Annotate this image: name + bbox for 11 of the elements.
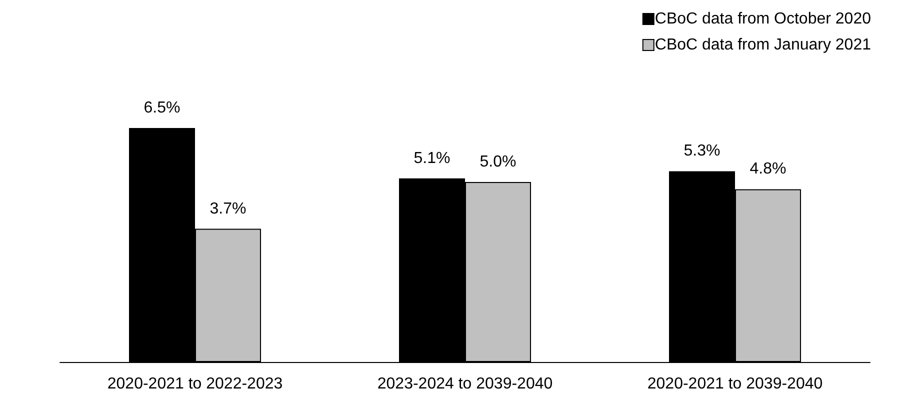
- x-tick-label: 2020-2021 to 2039-2040: [647, 376, 823, 392]
- data-label: 5.0%: [480, 154, 516, 170]
- legend-label: CBoC data from October 2020: [654, 10, 872, 28]
- data-label: 5.3%: [684, 142, 720, 160]
- data-label: 5.1%: [414, 150, 450, 167]
- data-label: 6.5%: [144, 100, 180, 116]
- data-label: 3.7%: [210, 200, 246, 218]
- x-tick-label: 2023-2024 to 2039-2040: [377, 376, 553, 392]
- data-label: 4.8%: [750, 160, 786, 178]
- x-tick-label: 2020-2021 to 2022-2023: [107, 376, 283, 392]
- legend-label: CBoC data from January 2021: [654, 36, 872, 54]
